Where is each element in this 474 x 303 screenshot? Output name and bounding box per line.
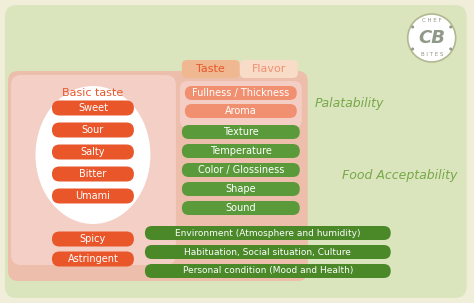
FancyBboxPatch shape bbox=[8, 71, 308, 281]
Text: Temperature: Temperature bbox=[210, 146, 272, 156]
FancyBboxPatch shape bbox=[182, 163, 300, 177]
FancyBboxPatch shape bbox=[182, 201, 300, 215]
FancyBboxPatch shape bbox=[145, 245, 391, 259]
Circle shape bbox=[408, 14, 456, 62]
FancyBboxPatch shape bbox=[52, 101, 134, 115]
Circle shape bbox=[411, 25, 414, 28]
Text: Salty: Salty bbox=[81, 147, 105, 157]
FancyBboxPatch shape bbox=[182, 144, 300, 158]
FancyBboxPatch shape bbox=[182, 125, 300, 139]
FancyBboxPatch shape bbox=[52, 145, 134, 159]
FancyBboxPatch shape bbox=[52, 122, 134, 138]
Text: Basic taste: Basic taste bbox=[62, 88, 124, 98]
Text: Fullness / Thickness: Fullness / Thickness bbox=[192, 88, 290, 98]
FancyBboxPatch shape bbox=[52, 251, 134, 267]
Text: Spicy: Spicy bbox=[80, 234, 106, 244]
FancyBboxPatch shape bbox=[52, 188, 134, 204]
FancyBboxPatch shape bbox=[145, 264, 391, 278]
FancyBboxPatch shape bbox=[11, 75, 176, 265]
FancyBboxPatch shape bbox=[180, 81, 302, 128]
FancyBboxPatch shape bbox=[185, 104, 297, 118]
Text: Sweet: Sweet bbox=[78, 103, 108, 113]
Text: Sound: Sound bbox=[226, 203, 256, 213]
Text: Taste: Taste bbox=[197, 64, 225, 74]
FancyBboxPatch shape bbox=[52, 231, 134, 247]
FancyBboxPatch shape bbox=[182, 60, 240, 78]
Text: Environment (Atmosphere and humidity): Environment (Atmosphere and humidity) bbox=[175, 228, 361, 238]
FancyBboxPatch shape bbox=[145, 226, 391, 240]
Text: C H E F: C H E F bbox=[422, 18, 441, 24]
Text: Personal condition (Mood and Health): Personal condition (Mood and Health) bbox=[182, 267, 353, 275]
FancyBboxPatch shape bbox=[185, 86, 297, 100]
Text: Food Acceptability: Food Acceptability bbox=[342, 168, 457, 181]
Text: Umami: Umami bbox=[75, 191, 110, 201]
Text: Bitter: Bitter bbox=[79, 169, 107, 179]
Text: Shape: Shape bbox=[226, 184, 256, 194]
FancyBboxPatch shape bbox=[52, 167, 134, 181]
Text: Astringent: Astringent bbox=[67, 254, 118, 264]
Text: Sour: Sour bbox=[82, 125, 104, 135]
Text: Texture: Texture bbox=[223, 127, 259, 137]
Text: CB: CB bbox=[418, 29, 445, 47]
FancyBboxPatch shape bbox=[240, 60, 298, 78]
Text: Palatability: Palatability bbox=[315, 96, 384, 109]
FancyBboxPatch shape bbox=[5, 5, 467, 298]
Circle shape bbox=[449, 25, 452, 28]
FancyBboxPatch shape bbox=[182, 182, 300, 196]
Text: Flavor: Flavor bbox=[252, 64, 286, 74]
Ellipse shape bbox=[36, 86, 150, 224]
Circle shape bbox=[411, 48, 414, 51]
Circle shape bbox=[449, 48, 452, 51]
Text: B I T E S: B I T E S bbox=[420, 52, 443, 56]
Text: Aroma: Aroma bbox=[225, 106, 257, 116]
Text: Habituation, Social situation, Culture: Habituation, Social situation, Culture bbox=[184, 248, 351, 257]
Text: Color / Glossiness: Color / Glossiness bbox=[198, 165, 284, 175]
